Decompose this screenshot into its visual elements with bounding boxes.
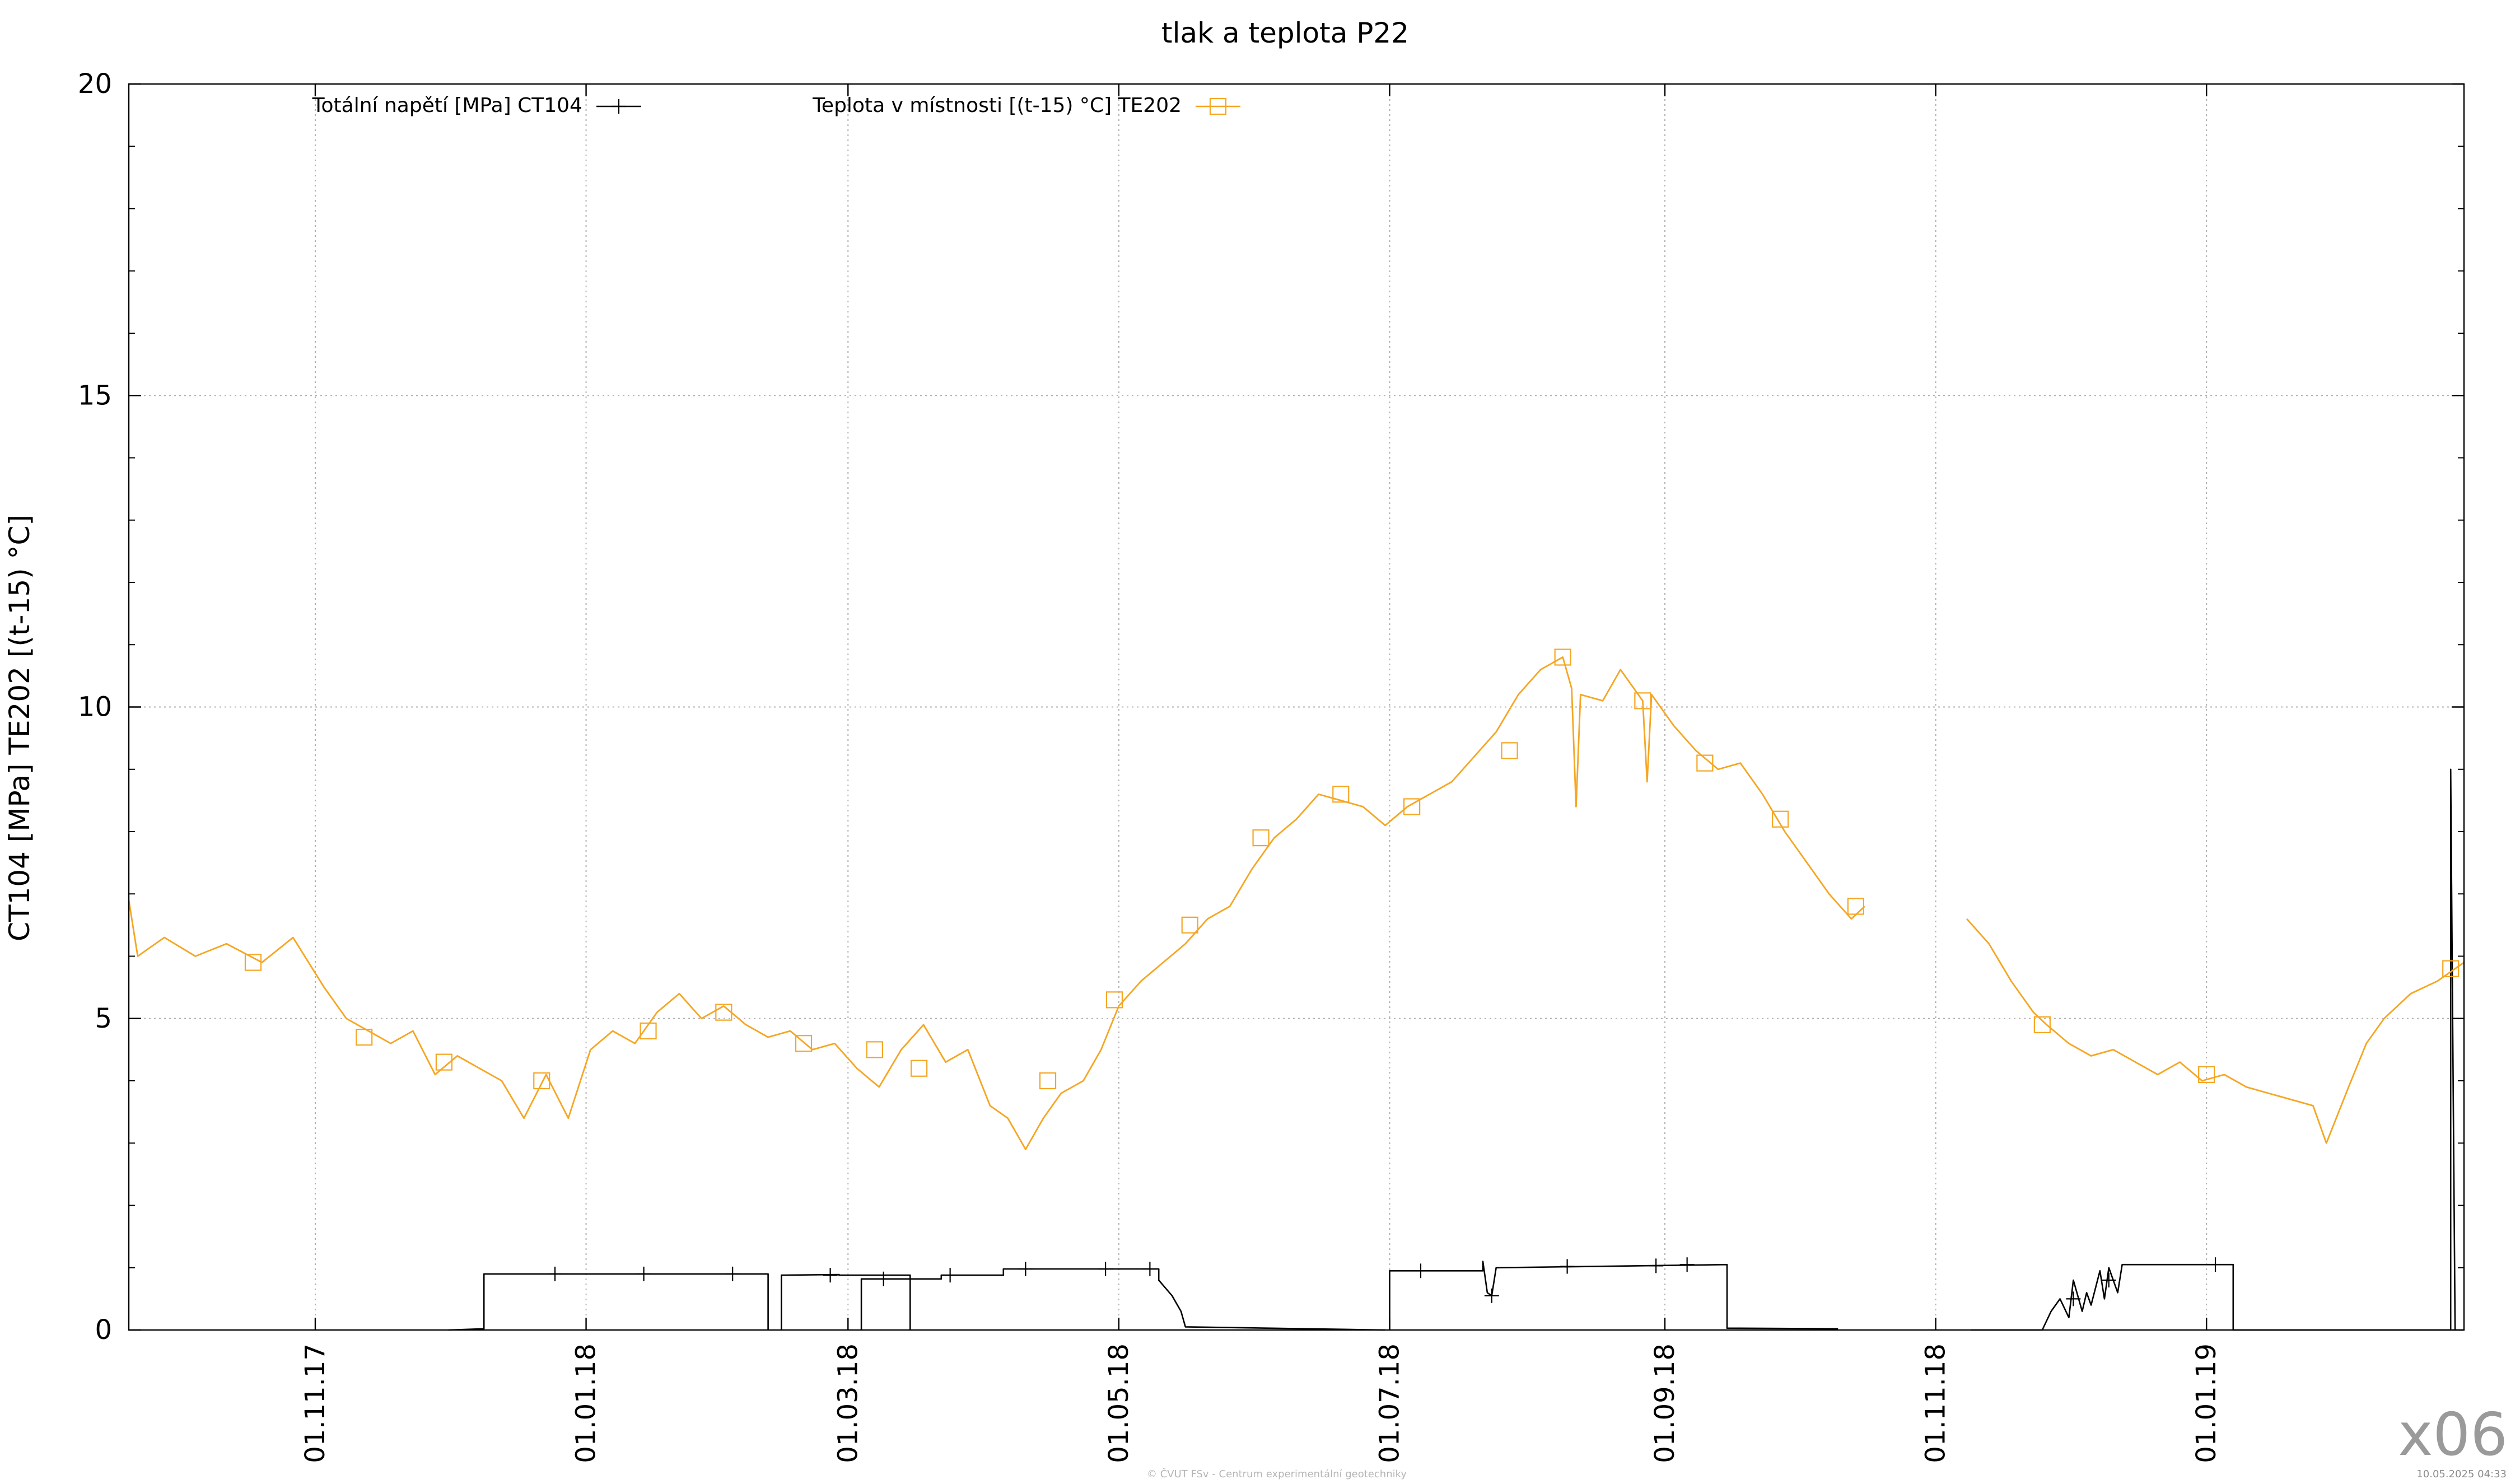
series-line-ct104: [860, 1268, 1385, 1331]
legend: Totální napětí [MPa] CT104 Teplota v mís…: [312, 94, 1240, 117]
series-ct104: [448, 768, 2456, 1331]
data-point-te202: [2198, 1066, 2215, 1083]
legend-swatch-te202: [1196, 97, 1240, 115]
data-point-ct104: [1679, 1257, 1695, 1272]
data-point-ct104: [2101, 1273, 2116, 1287]
data-point-te202: [1696, 754, 1714, 772]
data-point-te202: [795, 1035, 813, 1052]
data-point-te202: [1039, 1072, 1057, 1090]
data-point-ct104: [1142, 1261, 1158, 1276]
data-point-ct104: [725, 1266, 740, 1281]
y-tick-label: 0: [95, 1314, 112, 1346]
data-point-te202: [1772, 810, 1789, 828]
data-point-te202: [2033, 1016, 2051, 1033]
data-point-ct104: [1484, 1288, 1499, 1303]
data-point-te202: [1634, 692, 1651, 710]
legend-label-te202: Teplota v místnosti [(t-15) °C] TE202: [812, 94, 1182, 117]
series-line-ct104: [1971, 768, 2456, 1331]
y-tick-label: 5: [95, 1003, 112, 1034]
data-point-te202: [715, 1004, 732, 1021]
footer-credit: © ČVUT FSv - Centrum experimentální geot…: [1147, 1468, 1407, 1480]
data-point-ct104: [1413, 1263, 1428, 1278]
y-tick-label: 15: [78, 380, 112, 411]
data-point-ct104: [636, 1266, 651, 1281]
series-line-ct104: [781, 1273, 911, 1330]
y-axis-label: CT104 [MPa] TE202 [(t-15) °C]: [3, 515, 36, 941]
data-point-te202: [1554, 648, 1571, 666]
data-point-te202: [244, 954, 262, 971]
y-axis: 0 5 10 15 20: [78, 68, 2464, 1346]
series-line-te202: [1966, 918, 2465, 1144]
data-point-te202: [1181, 916, 1198, 934]
data-point-te202: [1105, 991, 1123, 1009]
data-point-ct104: [1560, 1259, 1575, 1274]
y-tick-label: 10: [78, 692, 112, 723]
x-tick-label: 01.03.18: [832, 1343, 864, 1463]
data-point-te202: [1847, 898, 1864, 915]
x-tick-label: 01.11.18: [1920, 1343, 1952, 1463]
data-point-te202: [533, 1072, 550, 1090]
plot-frame: [128, 83, 2465, 1331]
data-point-te202: [866, 1041, 883, 1058]
x-axis: 01.11.17 01.01.18 01.03.18 01.05.18 01.07.18…: [300, 84, 2222, 1463]
x-tick-label: 01.01.19: [2191, 1343, 2222, 1463]
series-te202: [128, 648, 2465, 1150]
data-point-ct104: [1018, 1261, 1033, 1276]
series-line-ct104: [1389, 1261, 1838, 1330]
data-point-te202: [911, 1060, 928, 1077]
data-point-ct104: [548, 1266, 563, 1281]
data-point-ct104: [2208, 1257, 2223, 1272]
x-tick-label: 01.07.18: [1374, 1343, 1405, 1463]
x-tick-label: 01.01.18: [571, 1343, 602, 1463]
footer-timestamp: 10.05.2025 04:33: [2416, 1468, 2507, 1480]
data-point-te202: [435, 1053, 452, 1071]
x-tick-label: 01.09.18: [1649, 1343, 1681, 1463]
data-point-te202: [2442, 960, 2460, 977]
data-point-te202: [1252, 829, 1270, 847]
data-point-ct104: [2066, 1291, 2081, 1306]
data-point-te202: [356, 1029, 373, 1046]
watermark: x06: [2398, 1401, 2508, 1469]
grid: [129, 84, 2464, 1330]
legend-marker-te202: [1209, 97, 1227, 115]
data-point-te202: [1501, 742, 1518, 759]
data-point-ct104: [1098, 1261, 1113, 1276]
data-point-ct104: [942, 1268, 958, 1283]
data-point-ct104: [876, 1271, 891, 1286]
x-tick-label: 01.11.17: [300, 1343, 331, 1463]
series-line-ct104: [448, 1273, 769, 1331]
chart-title: tlak a teplota P22: [1161, 17, 1409, 49]
legend-swatch-ct104: [596, 99, 641, 114]
data-point-te202: [640, 1022, 657, 1040]
data-point-ct104: [1649, 1258, 1664, 1273]
x-tick-label: 01.05.18: [1103, 1343, 1135, 1463]
y-tick-label: 20: [78, 68, 112, 100]
legend-marker-ct104: [612, 99, 626, 114]
data-point-ct104: [823, 1268, 838, 1283]
data-point-te202: [1403, 798, 1421, 815]
series-line-te202: [128, 656, 1865, 1150]
data-point-te202: [1332, 786, 1350, 803]
legend-label-ct104: Totální napětí [MPa] CT104: [312, 94, 582, 117]
series-area: [128, 648, 2465, 1331]
